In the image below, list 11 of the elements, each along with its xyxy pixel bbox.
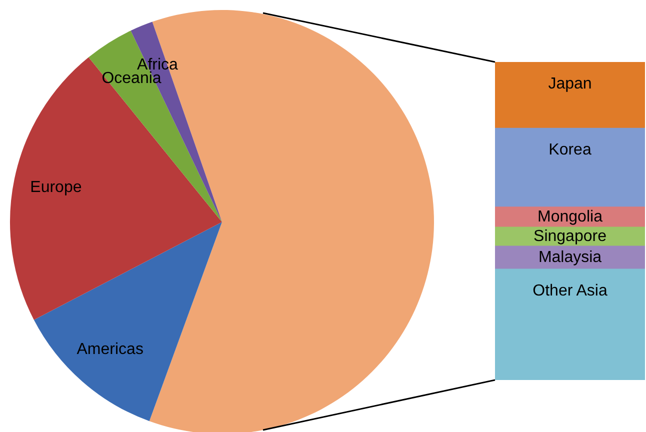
bar xyxy=(495,62,645,128)
series-label: Malaysia xyxy=(538,248,602,266)
series-label: Singapore xyxy=(534,228,607,245)
slice-label: Americas xyxy=(76,340,144,358)
series-label: Japan xyxy=(548,75,592,92)
bar xyxy=(495,128,645,208)
series-label: Mongolia xyxy=(538,208,603,226)
slice-label: Europe xyxy=(30,178,82,196)
series-label: Korea xyxy=(548,142,592,159)
bar xyxy=(495,268,645,380)
series-label: Other Asia xyxy=(532,282,608,300)
